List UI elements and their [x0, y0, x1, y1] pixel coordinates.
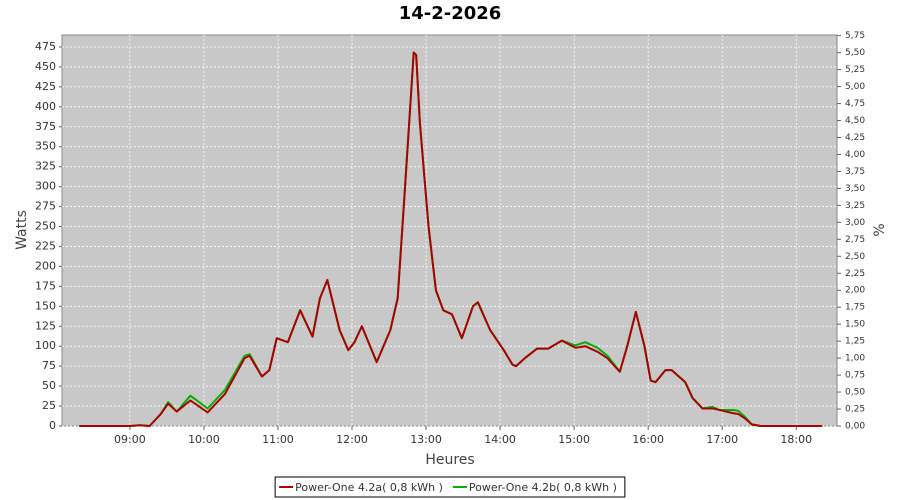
y2-tick-label: 5,50 [845, 48, 865, 58]
x-tick-label: 12:00 [336, 433, 368, 446]
y2-tick-label: 1,75 [845, 303, 865, 313]
y-tick-label: 125 [35, 319, 56, 332]
y2-tick-label: 3,00 [845, 218, 865, 228]
x-tick-label: 13:00 [410, 433, 442, 446]
y2-tick-label: 4,50 [845, 116, 865, 126]
x-tick-label: 15:00 [558, 433, 590, 446]
y-tick-label: 400 [35, 100, 56, 113]
chart-title: 14-2-2026 [399, 3, 502, 24]
y2-tick-label: 4,75 [845, 99, 865, 109]
y2-tick-label: 4,25 [845, 133, 865, 143]
x-tick-label: 11:00 [262, 433, 294, 446]
y2-tick-label: 4,00 [845, 150, 865, 160]
legend: Power-One 4.2a( 0,8 kWh ) Power-One 4.2b(… [274, 476, 626, 498]
y2-tick-label: 3,50 [845, 184, 865, 194]
x-tick-label: 17:00 [706, 433, 738, 446]
y-tick-label: 325 [35, 160, 56, 173]
y2-tick-label: 2,75 [845, 235, 865, 245]
legend-label: Power-One 4.2a( 0,8 kWh ) [295, 481, 443, 494]
y2-tick-label: 2,00 [845, 286, 865, 296]
x-tick-label: 09:00 [114, 433, 146, 446]
y-tick-label: 250 [35, 220, 56, 233]
x-axis-label: Heures [425, 452, 474, 468]
y2-tick-label: 5,00 [845, 82, 865, 92]
y-tick-label: 25 [42, 399, 56, 412]
y2-tick-label: 1,00 [845, 354, 865, 364]
x-tick-label: 10:00 [188, 433, 220, 446]
y-tick-label: 475 [35, 40, 56, 53]
y2-tick-label: 1,25 [845, 337, 865, 347]
y2-tick-label: 3,25 [845, 201, 865, 211]
x-tick-label: 18:00 [780, 433, 812, 446]
series-line [79, 51, 823, 427]
y-tick-label: 375 [35, 120, 56, 133]
x-tick-label: 14:00 [484, 433, 516, 446]
y-tick-label: 100 [35, 339, 56, 352]
y2-tick-label: 3,75 [845, 167, 865, 177]
legend-box [274, 476, 626, 498]
y-tick-label: 75 [42, 359, 56, 372]
legend-label: Power-One 4.2b( 0,8 kWh ) [469, 481, 617, 494]
y2-tick-label: 2,25 [845, 269, 865, 279]
y-tick-label: 150 [35, 299, 56, 312]
x-tick-label: 16:00 [632, 433, 664, 446]
y2-tick-label: 0,00 [845, 422, 865, 432]
y-axis-label: Watts [14, 210, 30, 250]
y-tick-label: 425 [35, 80, 56, 93]
y2-axis-label: % [872, 223, 888, 236]
y2-tick-label: 5,25 [845, 65, 865, 75]
y2-tick-label: 0,25 [845, 405, 865, 415]
y2-tick-label: 0,50 [845, 388, 865, 398]
y-tick-label: 0 [49, 419, 56, 432]
y2-tick-label: 0,75 [845, 371, 865, 381]
y-tick-label: 350 [35, 140, 56, 153]
y2-tick-label: 2,50 [845, 252, 865, 262]
y2-tick-label: 1,50 [845, 320, 865, 330]
y-tick-label: 50 [42, 379, 56, 392]
y2-tick-label: 5,75 [845, 31, 865, 41]
y-tick-label: 450 [35, 60, 56, 73]
y-tick-label: 200 [35, 259, 56, 272]
y-tick-label: 175 [35, 279, 56, 292]
y-tick-label: 225 [35, 239, 56, 252]
plot-area [61, 34, 838, 427]
y-tick-label: 300 [35, 180, 56, 193]
y-tick-label: 275 [35, 200, 56, 213]
